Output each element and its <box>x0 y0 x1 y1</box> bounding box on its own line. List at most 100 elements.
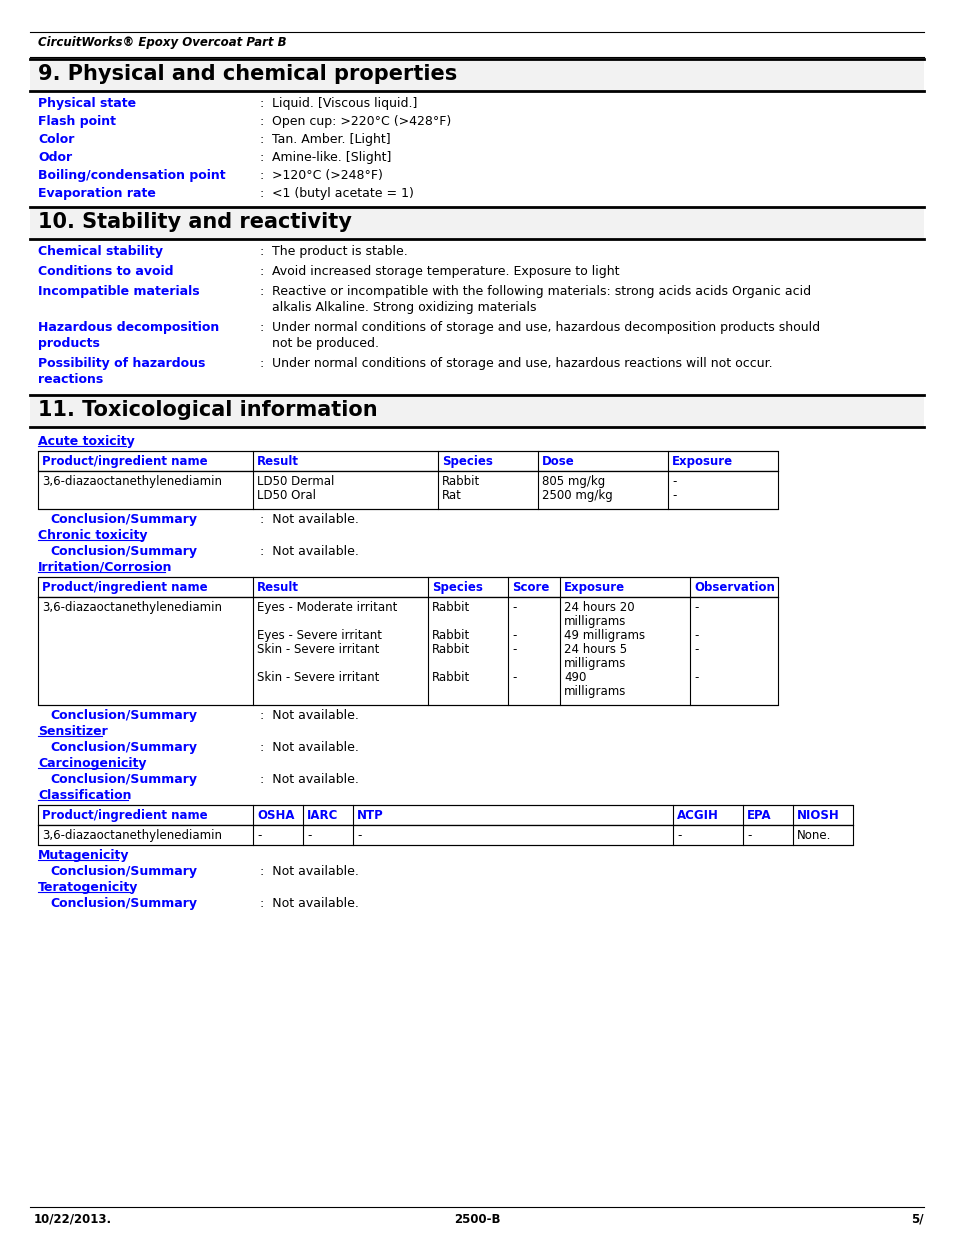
Text: -: - <box>693 643 698 656</box>
Text: products: products <box>38 337 100 350</box>
Text: -: - <box>512 643 516 656</box>
Text: NTP: NTP <box>356 809 383 823</box>
Text: :: : <box>260 169 264 182</box>
Text: :  Not available.: : Not available. <box>260 897 358 910</box>
Text: milligrams: milligrams <box>563 615 626 629</box>
Bar <box>38 825 852 845</box>
Text: Product/ingredient name: Product/ingredient name <box>42 809 208 823</box>
Text: -: - <box>512 601 516 614</box>
Text: Score: Score <box>512 580 549 594</box>
Text: Chronic toxicity: Chronic toxicity <box>38 529 148 542</box>
Text: Liquid. [Viscous liquid.]: Liquid. [Viscous liquid.] <box>272 98 416 110</box>
Bar <box>38 577 778 597</box>
Text: Sensitizer: Sensitizer <box>38 725 108 739</box>
Text: None.: None. <box>796 829 830 842</box>
Text: Open cup: >220°C (>428°F): Open cup: >220°C (>428°F) <box>272 115 451 128</box>
Text: :  Not available.: : Not available. <box>260 773 358 785</box>
Text: :: : <box>260 285 264 298</box>
Text: Rabbit: Rabbit <box>432 601 470 614</box>
Text: CircuitWorks® Epoxy Overcoat Part B: CircuitWorks® Epoxy Overcoat Part B <box>38 36 286 49</box>
Text: Dose: Dose <box>541 454 574 468</box>
Text: :: : <box>260 186 264 200</box>
Text: 9. Physical and chemical properties: 9. Physical and chemical properties <box>38 64 456 84</box>
Text: Product/ingredient name: Product/ingredient name <box>42 580 208 594</box>
Text: Species: Species <box>432 580 482 594</box>
Text: Mutagenicity: Mutagenicity <box>38 848 130 862</box>
Text: Avoid increased storage temperature. Exposure to light: Avoid increased storage temperature. Exp… <box>272 266 618 278</box>
Text: >120°C (>248°F): >120°C (>248°F) <box>272 169 382 182</box>
Text: Conditions to avoid: Conditions to avoid <box>38 266 173 278</box>
Text: Rat: Rat <box>441 489 461 501</box>
Text: Under normal conditions of storage and use, hazardous reactions will not occur.: Under normal conditions of storage and u… <box>272 357 772 370</box>
Text: Exposure: Exposure <box>671 454 732 468</box>
Text: :: : <box>260 245 264 258</box>
Text: reactions: reactions <box>38 373 103 387</box>
Text: Species: Species <box>441 454 493 468</box>
Text: -: - <box>356 829 361 842</box>
Text: 3,6-diazaoctanethylenediamin: 3,6-diazaoctanethylenediamin <box>42 829 222 842</box>
Text: -: - <box>671 489 676 501</box>
Text: milligrams: milligrams <box>563 657 626 671</box>
Text: -: - <box>693 671 698 684</box>
Text: :: : <box>260 151 264 164</box>
Text: -: - <box>677 829 680 842</box>
Text: Amine-like. [Slight]: Amine-like. [Slight] <box>272 151 391 164</box>
Text: Classification: Classification <box>38 789 132 802</box>
Text: The product is stable.: The product is stable. <box>272 245 407 258</box>
Text: 24 hours 5: 24 hours 5 <box>563 643 626 656</box>
Text: Color: Color <box>38 133 74 146</box>
Text: -: - <box>746 829 751 842</box>
Text: Exposure: Exposure <box>563 580 624 594</box>
Text: Conclusion/Summary: Conclusion/Summary <box>50 773 196 785</box>
Text: Odor: Odor <box>38 151 72 164</box>
Text: -: - <box>693 601 698 614</box>
Text: :: : <box>260 115 264 128</box>
Text: -: - <box>671 475 676 488</box>
Text: Rabbit: Rabbit <box>432 671 470 684</box>
Text: LD50 Dermal: LD50 Dermal <box>256 475 334 488</box>
Text: ACGIH: ACGIH <box>677 809 719 823</box>
Bar <box>30 395 923 427</box>
Text: Rabbit: Rabbit <box>432 643 470 656</box>
Bar <box>38 805 852 825</box>
Text: <1 (butyl acetate = 1): <1 (butyl acetate = 1) <box>272 186 414 200</box>
Text: Conclusion/Summary: Conclusion/Summary <box>50 709 196 722</box>
Bar <box>38 451 778 471</box>
Text: :  Not available.: : Not available. <box>260 741 358 755</box>
Text: 5/: 5/ <box>910 1213 923 1226</box>
Text: Product/ingredient name: Product/ingredient name <box>42 454 208 468</box>
Text: LD50 Oral: LD50 Oral <box>256 489 315 501</box>
Text: -: - <box>512 629 516 642</box>
Text: Tan. Amber. [Light]: Tan. Amber. [Light] <box>272 133 390 146</box>
Text: Carcinogenicity: Carcinogenicity <box>38 757 147 769</box>
Text: 2500 mg/kg: 2500 mg/kg <box>541 489 612 501</box>
Bar <box>38 597 778 705</box>
Text: 490: 490 <box>563 671 586 684</box>
Text: Eyes - Severe irritant: Eyes - Severe irritant <box>256 629 381 642</box>
Text: :: : <box>260 98 264 110</box>
Text: Teratogenicity: Teratogenicity <box>38 881 138 894</box>
Text: :: : <box>260 266 264 278</box>
Text: NIOSH: NIOSH <box>796 809 839 823</box>
Text: Evaporation rate: Evaporation rate <box>38 186 155 200</box>
Text: -: - <box>256 829 261 842</box>
Text: 49 milligrams: 49 milligrams <box>563 629 644 642</box>
Text: Eyes - Moderate irritant: Eyes - Moderate irritant <box>256 601 397 614</box>
Text: :  Not available.: : Not available. <box>260 709 358 722</box>
Text: Result: Result <box>256 454 298 468</box>
Text: Result: Result <box>256 580 298 594</box>
Text: OSHA: OSHA <box>256 809 294 823</box>
Text: :: : <box>260 357 264 370</box>
Text: Observation: Observation <box>693 580 774 594</box>
Text: Skin - Severe irritant: Skin - Severe irritant <box>256 643 379 656</box>
Text: -: - <box>693 629 698 642</box>
Text: IARC: IARC <box>307 809 338 823</box>
Text: Under normal conditions of storage and use, hazardous decomposition products sho: Under normal conditions of storage and u… <box>272 321 820 333</box>
Text: Reactive or incompatible with the following materials: strong acids acids Organi: Reactive or incompatible with the follow… <box>272 285 810 298</box>
Text: Conclusion/Summary: Conclusion/Summary <box>50 545 196 558</box>
Text: Irritation/Corrosion: Irritation/Corrosion <box>38 561 172 574</box>
Text: milligrams: milligrams <box>563 685 626 698</box>
Text: Conclusion/Summary: Conclusion/Summary <box>50 897 196 910</box>
Text: Acute toxicity: Acute toxicity <box>38 435 134 448</box>
Text: Incompatible materials: Incompatible materials <box>38 285 199 298</box>
